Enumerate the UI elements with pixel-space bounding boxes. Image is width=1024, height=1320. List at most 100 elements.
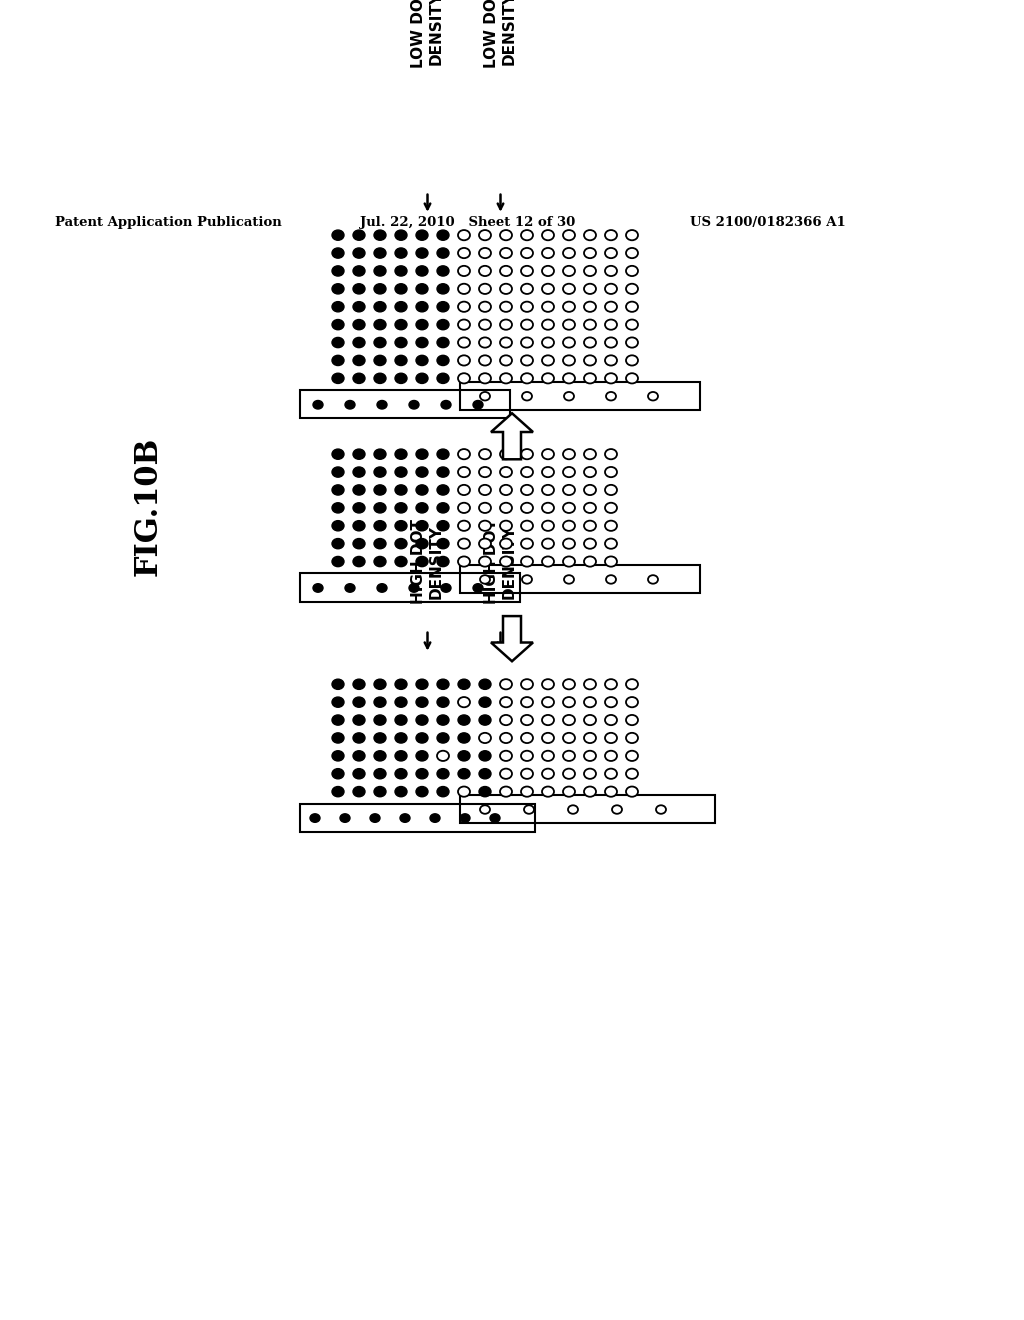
Circle shape — [568, 805, 578, 814]
Circle shape — [374, 248, 386, 259]
Circle shape — [395, 319, 407, 330]
Circle shape — [353, 284, 365, 294]
Circle shape — [500, 557, 512, 566]
Circle shape — [521, 539, 534, 549]
Circle shape — [332, 449, 344, 459]
Circle shape — [564, 576, 574, 583]
Circle shape — [479, 265, 490, 276]
Circle shape — [626, 284, 638, 294]
Circle shape — [584, 355, 596, 366]
Circle shape — [332, 467, 344, 478]
Circle shape — [500, 715, 512, 725]
Circle shape — [584, 768, 596, 779]
Circle shape — [563, 338, 575, 347]
Circle shape — [605, 751, 617, 760]
Circle shape — [626, 697, 638, 708]
Circle shape — [374, 284, 386, 294]
Circle shape — [353, 302, 365, 312]
Circle shape — [563, 374, 575, 383]
Circle shape — [542, 467, 554, 478]
Bar — [300, 573, 520, 602]
Circle shape — [332, 539, 344, 549]
Circle shape — [437, 302, 449, 312]
Circle shape — [521, 338, 534, 347]
Circle shape — [458, 449, 470, 459]
Circle shape — [353, 374, 365, 383]
Circle shape — [480, 805, 490, 814]
Circle shape — [377, 400, 387, 409]
Circle shape — [563, 248, 575, 259]
Circle shape — [500, 449, 512, 459]
Circle shape — [353, 230, 365, 240]
Circle shape — [395, 355, 407, 366]
Circle shape — [353, 449, 365, 459]
Circle shape — [332, 557, 344, 566]
Circle shape — [353, 265, 365, 276]
Circle shape — [542, 697, 554, 708]
Circle shape — [626, 265, 638, 276]
Circle shape — [542, 284, 554, 294]
Circle shape — [332, 248, 344, 259]
Circle shape — [437, 733, 449, 743]
Text: Patent Application Publication: Patent Application Publication — [55, 216, 282, 230]
Circle shape — [500, 484, 512, 495]
Circle shape — [563, 520, 575, 531]
Circle shape — [377, 583, 387, 593]
Circle shape — [416, 787, 428, 797]
Circle shape — [612, 805, 622, 814]
Circle shape — [584, 733, 596, 743]
Bar — [460, 795, 715, 824]
Circle shape — [479, 768, 490, 779]
Circle shape — [353, 539, 365, 549]
Text: LOW DOT
DENSITY: LOW DOT DENSITY — [484, 0, 517, 69]
Circle shape — [542, 484, 554, 495]
Circle shape — [370, 814, 380, 822]
Text: Jul. 22, 2010   Sheet 12 of 30: Jul. 22, 2010 Sheet 12 of 30 — [360, 216, 575, 230]
Circle shape — [605, 467, 617, 478]
Circle shape — [626, 355, 638, 366]
Circle shape — [479, 715, 490, 725]
Circle shape — [605, 230, 617, 240]
Circle shape — [626, 733, 638, 743]
Circle shape — [626, 715, 638, 725]
Circle shape — [458, 503, 470, 513]
Circle shape — [563, 697, 575, 708]
Circle shape — [395, 697, 407, 708]
Circle shape — [395, 467, 407, 478]
Circle shape — [500, 302, 512, 312]
Circle shape — [656, 805, 666, 814]
Circle shape — [500, 697, 512, 708]
Circle shape — [479, 680, 490, 689]
Circle shape — [353, 484, 365, 495]
Circle shape — [500, 503, 512, 513]
Circle shape — [416, 680, 428, 689]
Circle shape — [332, 265, 344, 276]
Circle shape — [437, 557, 449, 566]
Circle shape — [563, 230, 575, 240]
Circle shape — [626, 248, 638, 259]
Circle shape — [605, 355, 617, 366]
Circle shape — [395, 503, 407, 513]
Circle shape — [416, 467, 428, 478]
Circle shape — [458, 265, 470, 276]
Circle shape — [441, 583, 451, 593]
Circle shape — [374, 503, 386, 513]
Circle shape — [500, 680, 512, 689]
Circle shape — [563, 680, 575, 689]
Circle shape — [374, 539, 386, 549]
Circle shape — [500, 284, 512, 294]
Circle shape — [626, 374, 638, 383]
Circle shape — [458, 338, 470, 347]
Circle shape — [626, 751, 638, 760]
Circle shape — [500, 768, 512, 779]
Circle shape — [353, 319, 365, 330]
Circle shape — [479, 230, 490, 240]
Circle shape — [395, 715, 407, 725]
Circle shape — [521, 520, 534, 531]
Circle shape — [605, 503, 617, 513]
Circle shape — [480, 576, 490, 583]
Circle shape — [500, 230, 512, 240]
Circle shape — [332, 338, 344, 347]
Circle shape — [521, 787, 534, 797]
Circle shape — [332, 284, 344, 294]
